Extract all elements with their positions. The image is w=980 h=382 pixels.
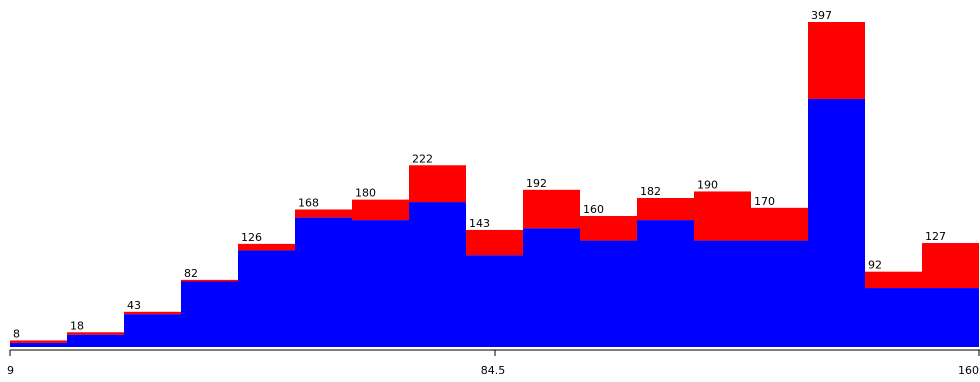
bar-value-label: 168: [298, 196, 319, 209]
bar-value-label: 92: [868, 259, 882, 272]
bar-value-label: 8: [13, 327, 20, 340]
x-tick-label-min: 9: [7, 364, 14, 377]
bar-lower-segment: [637, 220, 694, 347]
bar-value-label: 190: [697, 178, 718, 191]
bars-layer: [10, 22, 979, 347]
bar-lower-segment: [181, 281, 238, 347]
x-tick-label-mid: 84.5: [481, 364, 506, 377]
bar-upper-segment: [124, 311, 181, 315]
bar-value-label: 170: [754, 195, 775, 208]
bar-upper-segment: [352, 199, 409, 221]
bar-lower-segment: [124, 314, 181, 347]
bar-value-label: 397: [811, 9, 832, 22]
bar-lower-segment: [865, 288, 922, 347]
bar-value-label: 182: [640, 185, 661, 198]
bar-upper-segment: [694, 191, 751, 241]
bar-upper-segment: [409, 165, 466, 203]
bar-lower-segment: [409, 202, 466, 347]
bar-upper-segment: [238, 243, 295, 251]
bar-upper-segment: [751, 207, 808, 241]
bar-value-label: 126: [241, 231, 262, 244]
bar-value-label: 222: [412, 152, 433, 165]
bar-value-label: 18: [70, 319, 84, 332]
bar-upper-segment: [523, 189, 580, 229]
bar-lower-segment: [67, 334, 124, 347]
bar-lower-segment: [523, 228, 580, 347]
bar-lower-segment: [580, 240, 637, 347]
bar-lower-segment: [694, 240, 751, 347]
bar-lower-segment: [751, 240, 808, 347]
bar-upper-segment: [580, 216, 637, 241]
bar-lower-segment: [808, 98, 865, 347]
x-tick-label-max: 160: [958, 364, 979, 377]
x-axis: 9 84.5 160: [7, 349, 980, 377]
bar-value-label: 180: [355, 187, 376, 200]
bar-value-label: 143: [469, 217, 490, 230]
bar-lower-segment: [352, 220, 409, 347]
bar-value-label: 43: [127, 299, 141, 312]
bar-lower-segment: [295, 217, 352, 347]
bar-value-label: 127: [925, 230, 946, 243]
bar-value-label: 160: [583, 203, 604, 216]
bar-upper-segment: [181, 279, 238, 282]
bar-upper-segment: [808, 22, 865, 99]
bar-upper-segment: [637, 198, 694, 221]
bar-lower-segment: [238, 250, 295, 347]
bar-lower-segment: [10, 342, 67, 347]
bar-lower-segment: [922, 288, 979, 347]
bar-upper-segment: [922, 243, 979, 289]
bar-upper-segment: [466, 229, 523, 256]
bar-upper-segment: [10, 340, 67, 343]
bar-lower-segment: [466, 255, 523, 347]
bar-value-label: 192: [526, 177, 547, 190]
bar-labels-layer: 8 18 43 82 126 168 180 222 143 192 160 182 190 170 397…: [13, 9, 946, 340]
bar-upper-segment: [67, 332, 124, 335]
bar-upper-segment: [295, 209, 352, 218]
bar-value-label: 82: [184, 267, 198, 280]
bar-upper-segment: [865, 271, 922, 289]
